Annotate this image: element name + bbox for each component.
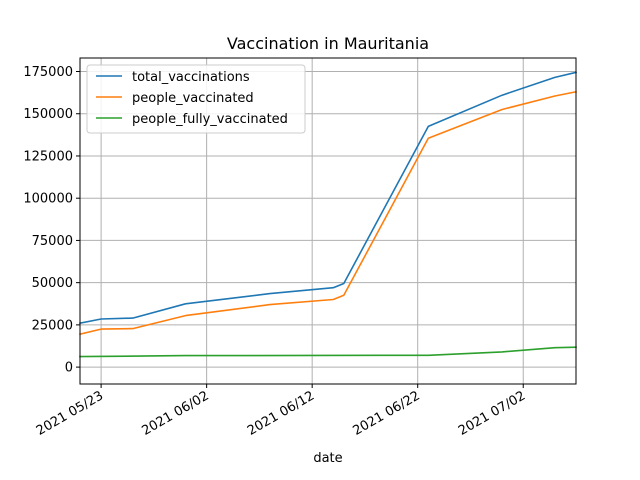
series-lines: [79, 71, 577, 358]
y-tick-label: 75000: [32, 234, 73, 249]
legend-box: [86, 64, 306, 134]
legend-label: people_fully_vaccinated: [132, 112, 288, 127]
series-line-total-vaccinations: [79, 71, 577, 325]
legend-label: people_vaccinated: [132, 91, 254, 106]
y-tick-label: 100000: [23, 192, 73, 207]
legend: total_vaccinations people_vaccinatedpeopl…: [86, 64, 306, 134]
plot-frame: [79, 57, 577, 385]
chart-title: Vaccination in Mauritania: [227, 34, 429, 53]
x-tick-label: 2021 06/12: [245, 388, 317, 438]
y-tick-label: 175000: [23, 65, 73, 80]
series-line-people-fully-vaccinated: [79, 346, 577, 358]
y-tick-label: 50000: [32, 276, 73, 291]
x-tick-label: 2021 06/02: [139, 388, 211, 438]
x-axis-title: date: [313, 451, 342, 466]
y-tick-label: 125000: [23, 149, 73, 164]
grid: [80, 58, 576, 384]
legend-label: total_vaccinations: [132, 70, 250, 85]
x-tick-label: 2021 05/23: [34, 388, 106, 438]
series-line-people-vaccinated: [79, 90, 577, 336]
x-tick-label: 2021 07/02: [456, 388, 528, 438]
y-tick-label: 150000: [23, 107, 73, 122]
x-tick-label: 2021 06/22: [351, 388, 423, 438]
y-tick-label: 0: [65, 361, 73, 376]
y-tick-label: 25000: [32, 318, 73, 333]
